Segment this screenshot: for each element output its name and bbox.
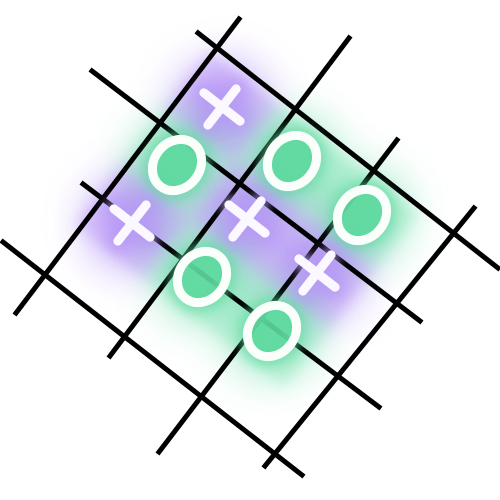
o-mark[interactable] [257, 126, 326, 197]
x-mark[interactable] [213, 185, 280, 252]
x-mark[interactable] [188, 73, 255, 140]
o-mark[interactable] [237, 296, 306, 367]
grid-line-u0 [261, 204, 478, 470]
x-mark[interactable] [283, 239, 350, 306]
grid-line-u3 [12, 15, 243, 317]
grid-line-v3 [0, 238, 306, 479]
marks-layer [98, 73, 396, 367]
x-mark[interactable] [98, 189, 165, 256]
o-mark[interactable] [327, 180, 396, 251]
grid-line-v0 [194, 29, 500, 272]
